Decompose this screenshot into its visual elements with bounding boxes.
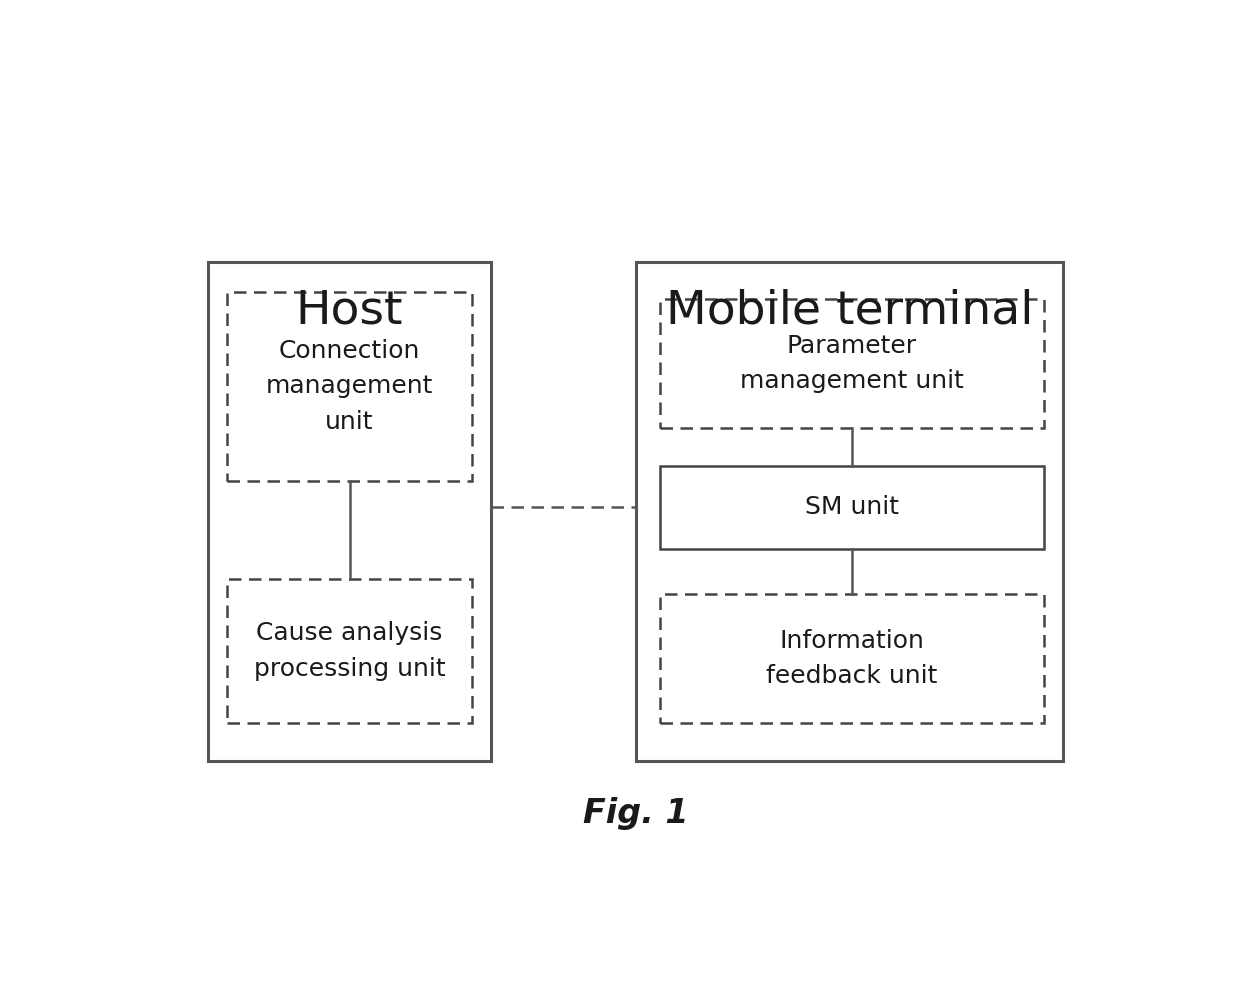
FancyBboxPatch shape xyxy=(227,579,472,723)
FancyBboxPatch shape xyxy=(660,594,1044,723)
Text: Cause analysis
processing unit: Cause analysis processing unit xyxy=(254,622,445,681)
Text: Mobile terminal: Mobile terminal xyxy=(666,288,1033,333)
FancyBboxPatch shape xyxy=(660,465,1044,549)
Text: SM unit: SM unit xyxy=(805,495,899,519)
FancyBboxPatch shape xyxy=(660,300,1044,428)
FancyBboxPatch shape xyxy=(208,261,491,761)
Text: Fig. 1: Fig. 1 xyxy=(583,797,688,830)
Text: Host: Host xyxy=(296,288,403,333)
Text: Information
feedback unit: Information feedback unit xyxy=(766,628,937,688)
FancyBboxPatch shape xyxy=(635,261,1063,761)
Text: Connection
management
unit: Connection management unit xyxy=(265,339,433,434)
Text: Parameter
management unit: Parameter management unit xyxy=(740,334,963,393)
FancyBboxPatch shape xyxy=(227,292,472,481)
